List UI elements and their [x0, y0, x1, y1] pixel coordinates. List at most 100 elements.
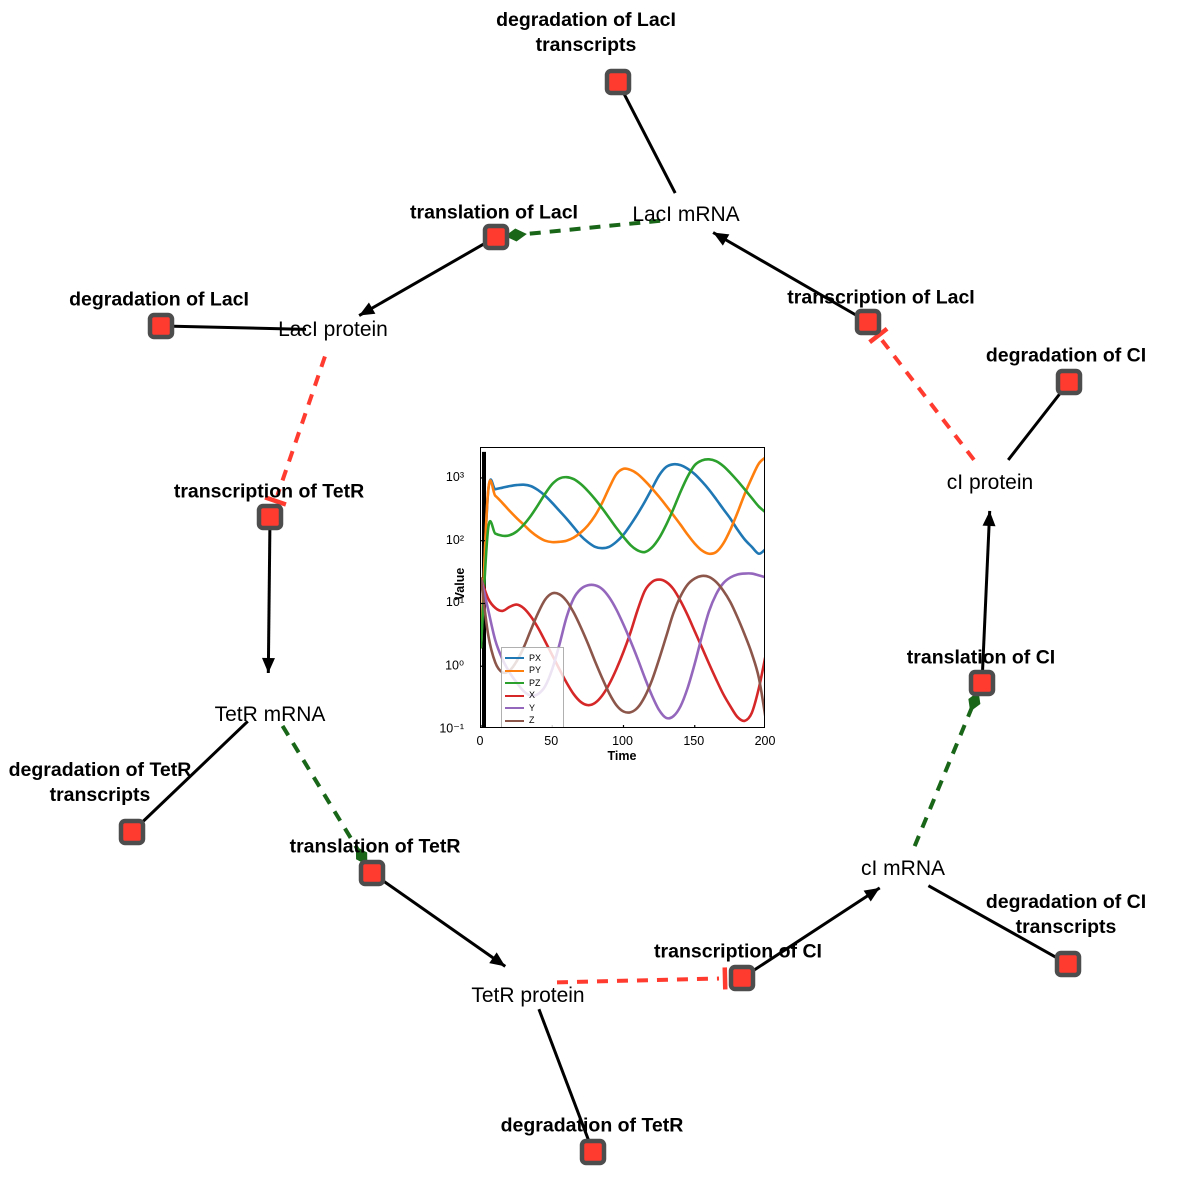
plot-y-tick-4: 10³ — [445, 469, 464, 484]
reaction-label-transcription_tetr: transcription of TetR — [173, 480, 365, 503]
edge-head-arrow — [359, 302, 376, 316]
reaction-node-deg_ci_transcripts[interactable] — [1054, 950, 1082, 978]
legend-label-Z: Z — [529, 715, 535, 726]
plot-y-tick-1: 10⁰ — [445, 658, 464, 673]
reaction-node-deg_laci_transcripts[interactable] — [604, 68, 632, 96]
edge-head-tee — [264, 495, 287, 507]
plot-series-Z — [481, 574, 764, 717]
reaction-node-transcription_laci[interactable] — [854, 308, 882, 336]
edge-transcription_ci-to-ci_mrna — [752, 886, 881, 973]
legend-item-PZ: PZ — [505, 677, 559, 690]
reaction-node-deg_laci[interactable] — [147, 312, 175, 340]
reaction-node-translation_tetr[interactable] — [358, 859, 386, 887]
plot-x-tick-2: 100 — [612, 734, 633, 748]
reaction-node-transcription_tetr[interactable] — [256, 503, 284, 531]
plot-series-X — [481, 577, 764, 723]
edge-head-diamond — [504, 228, 527, 242]
edge-head-arrow — [982, 510, 996, 527]
reaction-label-deg_ci_transcripts: degradation of CI transcripts — [985, 891, 1147, 938]
edge-deg_laci-to-laci_protein — [173, 324, 307, 331]
reaction-label-deg_tetr_transcripts: degradation of TetR transcripts — [8, 759, 192, 806]
edge-tetr_mrna-to-deg_tetr_transcripts — [140, 720, 249, 825]
species-label-laci_protein: LacI protein — [278, 318, 388, 341]
reaction-node-deg_tetr[interactable] — [579, 1138, 607, 1166]
legend-swatch-X — [505, 694, 524, 697]
plot-series-PX — [481, 462, 764, 649]
edge-translation_ci-to-ci_protein — [981, 510, 992, 671]
edge-deg_laci_transcripts-to-laci_mrna — [622, 92, 677, 194]
edge-head-arrow — [713, 232, 730, 246]
reaction-label-translation_laci: translation of LacI — [410, 201, 578, 224]
edge-head-tee — [722, 967, 728, 990]
plot-series-PY — [481, 456, 764, 649]
species-label-laci_mrna: LacI mRNA — [632, 203, 740, 226]
plot-x-tick-4: 200 — [754, 734, 776, 748]
edge-laci_mrna-to-translation_laci — [517, 218, 661, 237]
legend-label-Y: Y — [529, 702, 536, 713]
reaction-node-transcription_ci[interactable] — [728, 964, 756, 992]
plot-x-tick-0: 0 — [476, 734, 484, 748]
edge-ci_protein-to-deg_ci — [1007, 391, 1063, 461]
edge-transcription_laci-to-laci_mrna — [712, 231, 858, 317]
edge-ci_mrna-to-translation_ci — [912, 702, 976, 847]
legend-item-X: X — [505, 690, 559, 703]
edge-head-tee — [868, 326, 889, 344]
legend-label-PY: PY — [529, 665, 542, 676]
legend-item-PX: PX — [505, 652, 559, 665]
reaction-node-deg_ci[interactable] — [1055, 368, 1083, 396]
reaction-label-transcription_ci: transcription of CI — [654, 940, 822, 963]
legend-label-PX: PX — [529, 652, 542, 663]
legend-swatch-Z — [505, 719, 524, 722]
reaction-label-translation_ci: translation of CI — [906, 646, 1056, 669]
edge-tetr_protein-to-transcription_ci — [556, 976, 720, 985]
edge-head-arrow — [489, 952, 506, 967]
plot-y-tick-3: 10² — [445, 532, 464, 547]
reaction-node-deg_tetr_transcripts[interactable] — [118, 818, 146, 846]
edge-translation_laci-to-laci_protein — [358, 242, 486, 317]
plot-x-axis-label: Time — [607, 749, 637, 763]
edge-tetr_protein-to-deg_tetr — [537, 1008, 590, 1141]
edge-head-arrow — [863, 887, 880, 902]
edge-head-arrow — [261, 657, 275, 674]
species-label-tetr_protein: TetR protein — [471, 984, 585, 1007]
reaction-label-transcription_laci: transcription of LacI — [787, 286, 975, 309]
species-label-tetr_mrna: TetR mRNA — [214, 703, 326, 726]
edge-tetr_mrna-to-translation_tetr — [280, 724, 363, 856]
edge-laci_protein-to-transcription_tetr — [275, 355, 327, 496]
species-label-ci_protein: cI protein — [946, 471, 1034, 494]
plot-y-tick-0: 10⁻¹ — [439, 721, 464, 736]
edge-ci_mrna-to-deg_ci_transcripts — [927, 884, 1058, 959]
plot-x-tick-3: 150 — [683, 734, 705, 748]
legend-item-PY: PY — [505, 665, 559, 678]
plot-x-tick-1: 50 — [544, 734, 559, 748]
reaction-node-translation_laci[interactable] — [482, 223, 510, 251]
reaction-label-translation_tetr: translation of TetR — [289, 835, 461, 858]
reaction-label-deg_tetr: degradation of TetR — [500, 1114, 684, 1137]
legend-swatch-PY — [505, 669, 524, 672]
plot-legend: PX PY PZ X Y Z — [501, 647, 564, 728]
edge-ci_protein-to-transcription_laci — [880, 339, 976, 462]
reaction-label-deg_ci: degradation of CI — [985, 344, 1147, 367]
legend-label-X: X — [529, 690, 536, 701]
edge-translation_tetr-to-tetr_protein — [381, 879, 507, 968]
legend-swatch-Y — [505, 707, 524, 710]
edge-transcription_tetr-to-tetr_mrna — [266, 529, 272, 674]
reaction-node-translation_ci[interactable] — [968, 669, 996, 697]
legend-item-Z: Z — [505, 715, 559, 728]
plot-y-tick-2: 10¹ — [445, 595, 464, 610]
reaction-label-deg_laci_transcripts: degradation of LacI transcripts — [496, 9, 676, 56]
species-label-ci_mrna: cI mRNA — [861, 857, 945, 880]
edge-head-diamond — [968, 691, 981, 712]
plot-series-PZ — [481, 458, 764, 649]
legend-label-PZ: PZ — [529, 677, 541, 688]
plot-frame: PX PY PZ X Y Z — [480, 447, 765, 728]
reaction-label-deg_laci: degradation of LacI — [69, 288, 249, 311]
legend-item-Y: Y — [505, 702, 559, 715]
plot-curves — [481, 451, 764, 727]
legend-swatch-PX — [505, 657, 524, 660]
legend-swatch-PZ — [505, 682, 524, 685]
